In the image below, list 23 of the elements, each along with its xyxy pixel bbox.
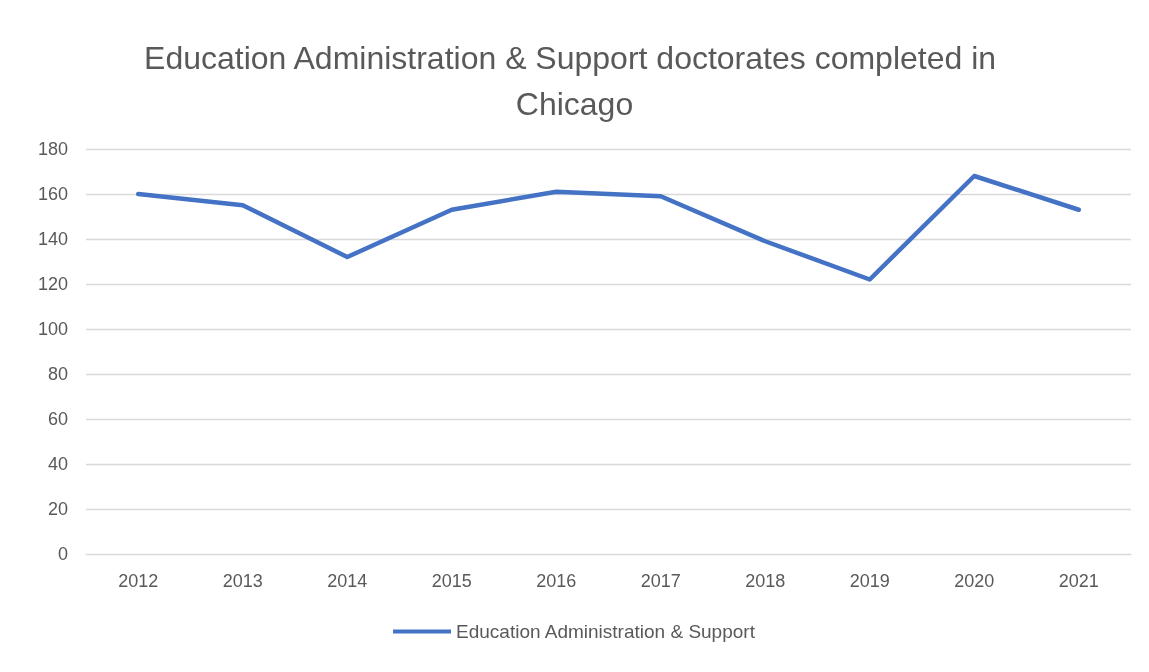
x-tick-label: 2016	[536, 571, 577, 591]
y-tick-label: 180	[37, 139, 68, 159]
x-tick-label: 2018	[745, 571, 786, 591]
chart-title: Education Administration & Support doctorates completed in Chicago	[144, 40, 1005, 122]
y-tick-label: 40	[47, 454, 68, 474]
y-tick-label: 20	[47, 499, 68, 519]
y-tick-label: 160	[37, 184, 68, 204]
x-tick-label: 2014	[327, 571, 368, 591]
legend-label: Education Administration & Support	[456, 621, 756, 642]
y-tick-label: 100	[37, 319, 68, 339]
y-tick-label: 0	[57, 544, 68, 564]
y-tick-label: 140	[37, 229, 68, 249]
x-tick-label: 2013	[222, 571, 263, 591]
x-tick-label: 2019	[849, 571, 890, 591]
y-tick-label: 80	[47, 364, 68, 384]
line-series	[136, 173, 1081, 282]
y-tick-label: 60	[47, 409, 68, 429]
x-tick-label: 2012	[118, 571, 159, 591]
y-tick-label: 120	[37, 274, 68, 294]
x-tick-label: 2015	[431, 571, 472, 591]
x-tick-label: 2017	[640, 571, 681, 591]
x-tick-label: 2020	[954, 571, 995, 591]
x-tick-label: 2021	[1058, 571, 1099, 591]
